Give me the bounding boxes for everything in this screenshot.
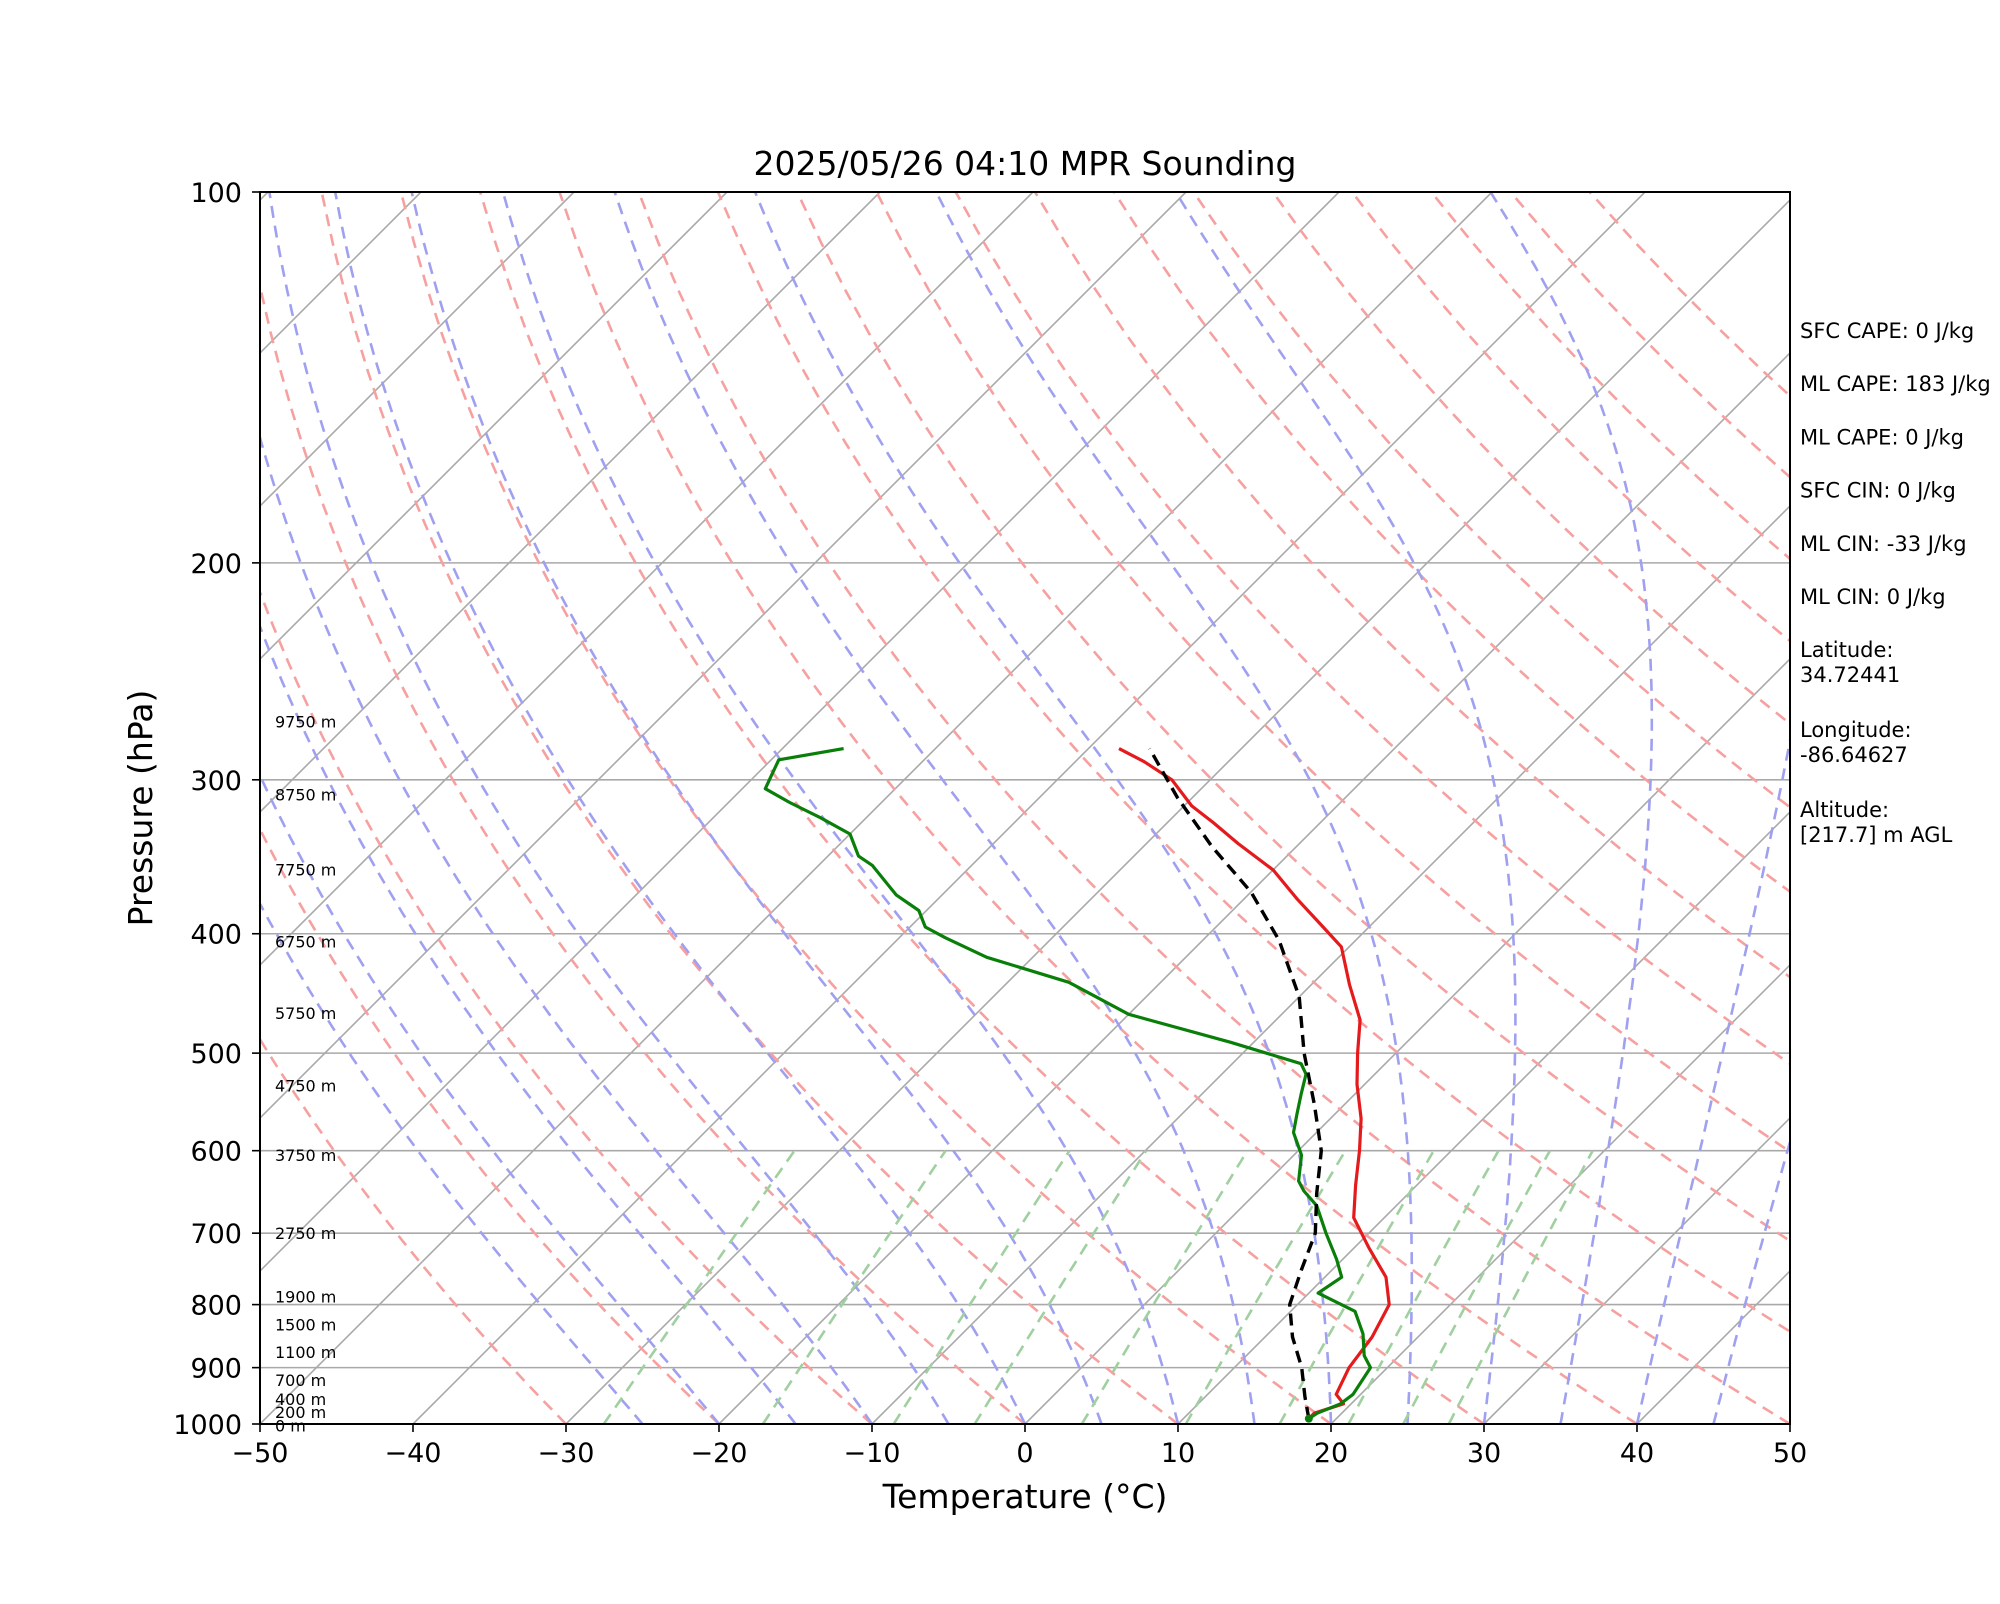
height-label: 1500 m xyxy=(275,1316,336,1335)
y-tick-label: 600 xyxy=(190,1137,242,1168)
location-value: 34.72441 xyxy=(1800,663,1900,687)
location-label: Latitude: xyxy=(1800,638,1894,662)
index-text: ML CIN: 0 J/kg xyxy=(1800,585,1946,609)
height-label: 2750 m xyxy=(275,1224,336,1243)
height-label: 1900 m xyxy=(275,1288,336,1307)
y-tick-label: 400 xyxy=(190,920,242,951)
x-tick-label: −50 xyxy=(232,1438,289,1469)
x-tick-label: 20 xyxy=(1314,1438,1348,1469)
y-tick-label: 1000 xyxy=(173,1410,242,1441)
surface-marker xyxy=(1305,1415,1313,1423)
height-label: 1100 m xyxy=(275,1343,336,1362)
y-tick-label: 700 xyxy=(190,1219,242,1250)
y-tick-label: 900 xyxy=(190,1354,242,1385)
x-axis-title: Temperature (°C) xyxy=(882,1477,1168,1516)
y-tick-label: 200 xyxy=(190,549,242,580)
height-label: 4750 m xyxy=(275,1076,336,1095)
height-label: 0 m xyxy=(275,1417,306,1436)
x-tick-label: −40 xyxy=(385,1438,442,1469)
y-tick-label: 500 xyxy=(190,1039,242,1070)
index-text: SFC CAPE: 0 J/kg xyxy=(1800,319,1974,343)
height-label: 7750 m xyxy=(275,860,336,879)
x-tick-label: 30 xyxy=(1467,1438,1501,1469)
location-value: -86.64627 xyxy=(1800,743,1908,767)
x-tick-label: −30 xyxy=(538,1438,595,1469)
location-label: Altitude: xyxy=(1800,798,1889,822)
height-label: 3750 m xyxy=(275,1146,336,1165)
location-label: Longitude: xyxy=(1800,718,1912,742)
index-text: ML CAPE: 183 J/kg xyxy=(1800,372,1991,396)
height-label: 6750 m xyxy=(275,933,336,952)
x-tick-label: 10 xyxy=(1161,1438,1195,1469)
index-text: ML CIN: -33 J/kg xyxy=(1800,532,1967,556)
height-label: 5750 m xyxy=(275,1004,336,1023)
height-label: 8750 m xyxy=(275,786,336,805)
x-tick-label: 0 xyxy=(1016,1438,1033,1469)
index-text: ML CAPE: 0 J/kg xyxy=(1800,425,1964,449)
index-text: SFC CIN: 0 J/kg xyxy=(1800,479,1956,503)
x-tick-label: 40 xyxy=(1620,1438,1654,1469)
height-label: 700 m xyxy=(275,1371,326,1390)
y-axis-title: Pressure (hPa) xyxy=(121,690,160,927)
location-value: [217.7] m AGL xyxy=(1800,823,1953,847)
y-tick-label: 800 xyxy=(190,1291,242,1322)
x-tick-label: 50 xyxy=(1773,1438,1807,1469)
y-tick-label: 300 xyxy=(190,766,242,797)
x-tick-label: −20 xyxy=(691,1438,748,1469)
y-tick-label: 100 xyxy=(190,178,242,209)
chart-title: 2025/05/26 04:10 MPR Sounding xyxy=(753,144,1296,183)
height-label: 9750 m xyxy=(275,712,336,731)
x-tick-label: −10 xyxy=(844,1438,901,1469)
